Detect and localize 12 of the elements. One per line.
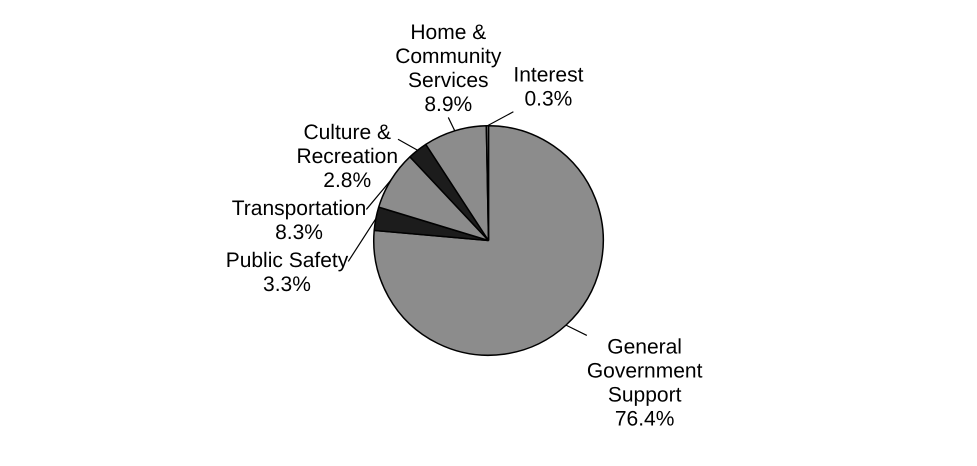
slice-label: Transportation — [232, 197, 366, 220]
data-label: 8.3% — [275, 221, 323, 244]
slice-label: Public Safety — [226, 249, 349, 272]
data-label: 2.8% — [323, 169, 372, 192]
data-label: 8.9% — [424, 93, 472, 116]
data-label: 76.4% — [614, 407, 674, 430]
data-label: 0.3% — [524, 88, 572, 111]
slice-label: General Government Support — [586, 335, 703, 406]
slice-label: Home & Community Services — [395, 21, 502, 92]
slice-label: Interest — [513, 64, 584, 87]
data-label: 3.3% — [263, 273, 311, 296]
slice-label: Culture & Recreation — [296, 121, 398, 168]
